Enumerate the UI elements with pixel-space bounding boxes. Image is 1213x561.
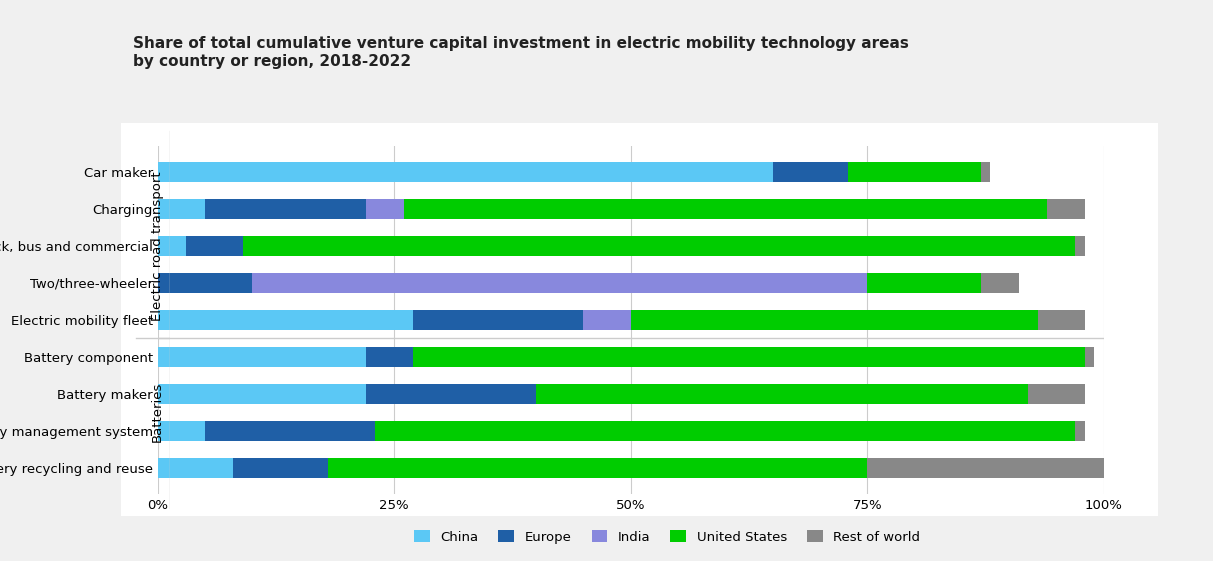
Bar [205, 199, 366, 219]
Bar [158, 310, 414, 330]
Bar [981, 273, 1019, 293]
Bar [404, 199, 1047, 219]
Text: Electric road transport: Electric road transport [152, 171, 164, 321]
FancyBboxPatch shape [110, 119, 1169, 520]
Text: Share of total cumulative venture capital investment in electric mobility techno: Share of total cumulative venture capita… [133, 36, 910, 69]
Bar [158, 273, 252, 293]
Bar [1037, 310, 1084, 330]
Bar [1084, 347, 1094, 367]
Bar [158, 236, 186, 256]
Bar [328, 458, 867, 478]
Bar [233, 458, 328, 478]
Bar [158, 347, 366, 367]
Bar [366, 384, 536, 404]
Bar [205, 421, 375, 441]
Bar [867, 273, 981, 293]
Bar [366, 199, 404, 219]
Bar [414, 310, 583, 330]
Bar [631, 310, 1037, 330]
Bar [981, 162, 990, 182]
Bar [375, 421, 1076, 441]
Bar [1029, 384, 1084, 404]
Bar [158, 421, 205, 441]
Bar [867, 458, 1104, 478]
Bar [848, 162, 981, 182]
Bar [186, 236, 243, 256]
Bar [414, 347, 1084, 367]
Bar [158, 458, 233, 478]
Bar [252, 273, 867, 293]
Bar [243, 236, 1076, 256]
Bar [1047, 199, 1084, 219]
Bar [366, 347, 414, 367]
Bar [536, 384, 1029, 404]
Bar [1076, 236, 1084, 256]
Bar [773, 162, 848, 182]
Bar [158, 162, 773, 182]
Legend: China, Europe, India, United States, Rest of world: China, Europe, India, United States, Res… [409, 525, 926, 549]
Bar [158, 199, 205, 219]
Text: Batteries: Batteries [152, 382, 164, 443]
Bar [583, 310, 631, 330]
Bar [1076, 421, 1084, 441]
Bar [158, 384, 366, 404]
